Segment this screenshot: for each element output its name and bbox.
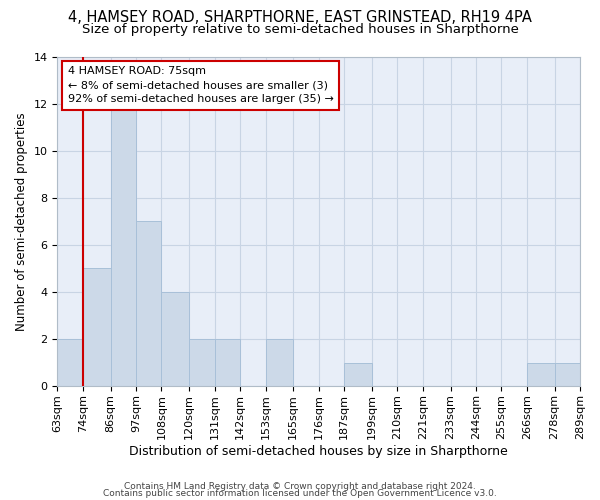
X-axis label: Distribution of semi-detached houses by size in Sharpthorne: Distribution of semi-detached houses by … [130, 444, 508, 458]
Text: 4 HAMSEY ROAD: 75sqm
← 8% of semi-detached houses are smaller (3)
92% of semi-de: 4 HAMSEY ROAD: 75sqm ← 8% of semi-detach… [68, 66, 334, 104]
Bar [58, 339, 83, 386]
Bar [110, 104, 136, 386]
Bar [266, 339, 293, 386]
Text: 4, HAMSEY ROAD, SHARPTHORNE, EAST GRINSTEAD, RH19 4PA: 4, HAMSEY ROAD, SHARPTHORNE, EAST GRINST… [68, 10, 532, 25]
Text: Contains HM Land Registry data © Crown copyright and database right 2024.: Contains HM Land Registry data © Crown c… [124, 482, 476, 491]
Bar [136, 222, 161, 386]
Bar [580, 362, 600, 386]
Text: Size of property relative to semi-detached houses in Sharpthorne: Size of property relative to semi-detach… [82, 22, 518, 36]
Bar [554, 362, 580, 386]
Y-axis label: Number of semi-detached properties: Number of semi-detached properties [15, 112, 28, 330]
Bar [161, 292, 189, 386]
Bar [189, 339, 215, 386]
Bar [83, 268, 110, 386]
Bar [215, 339, 240, 386]
Bar [344, 362, 372, 386]
Bar [527, 362, 554, 386]
Text: Contains public sector information licensed under the Open Government Licence v3: Contains public sector information licen… [103, 490, 497, 498]
